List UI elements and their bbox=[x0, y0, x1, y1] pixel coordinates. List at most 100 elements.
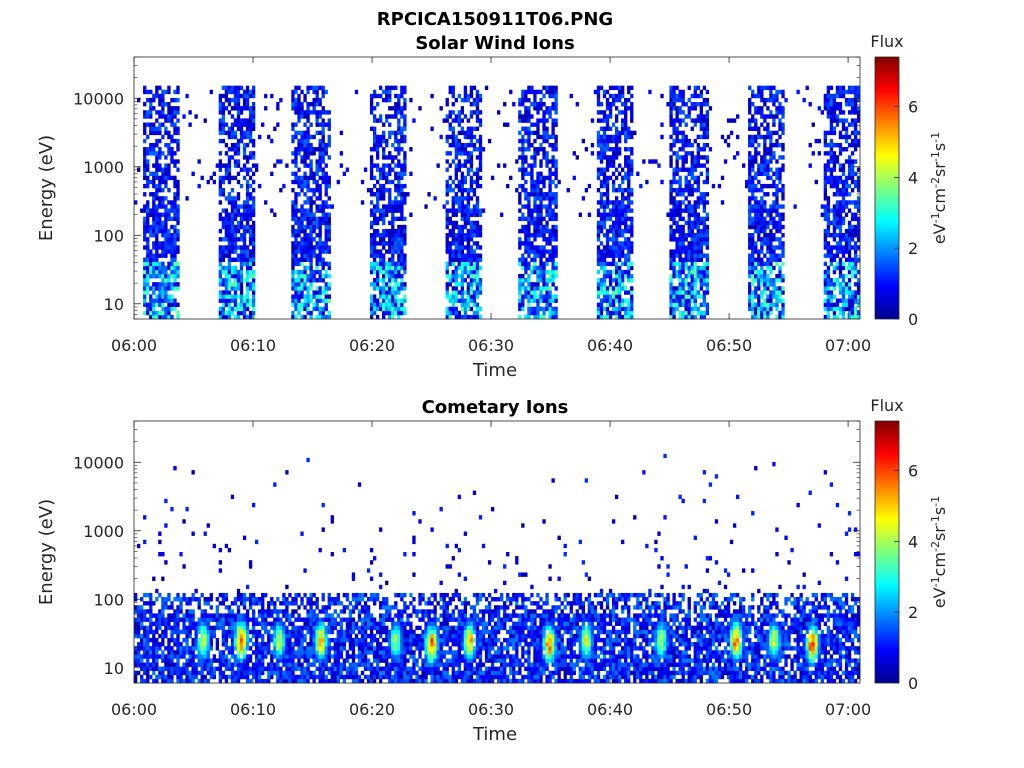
heatmap-cell bbox=[146, 286, 150, 291]
heatmap-cell bbox=[391, 290, 395, 295]
heatmap-cell bbox=[545, 290, 549, 295]
heatmap-cell bbox=[309, 224, 313, 230]
heatmap-cell bbox=[627, 175, 631, 181]
heatmap-cell bbox=[400, 126, 404, 131]
heatmap-cell bbox=[608, 253, 613, 258]
heatmap-cell bbox=[608, 273, 613, 279]
heatmap-cell bbox=[826, 114, 831, 119]
heatmap-cell bbox=[548, 278, 552, 283]
heatmap-cell bbox=[312, 89, 316, 95]
heatmap-cell bbox=[536, 269, 540, 275]
heatmap-cell bbox=[233, 282, 238, 287]
heatmap-cell bbox=[614, 212, 619, 217]
heatmap-cell bbox=[221, 290, 226, 295]
heatmap-cell bbox=[805, 85, 809, 91]
heatmap-cell bbox=[466, 167, 471, 172]
heatmap-cell bbox=[466, 237, 471, 242]
heatmap-cell bbox=[324, 188, 328, 193]
heatmap-cell bbox=[230, 294, 235, 299]
heatmap-cell bbox=[315, 163, 319, 168]
heatmap-cell bbox=[397, 151, 401, 156]
heatmap-cell bbox=[251, 208, 256, 213]
heatmap-cell bbox=[611, 298, 616, 303]
heatmap-cell bbox=[835, 224, 840, 230]
heatmap-cell bbox=[757, 106, 761, 111]
heatmap-cell bbox=[303, 200, 307, 205]
heatmap-cell bbox=[466, 216, 471, 222]
heatmap-cell bbox=[536, 253, 540, 258]
heatmap-cell bbox=[702, 282, 707, 287]
heatmap-cell bbox=[403, 298, 407, 303]
heatmap-cell bbox=[702, 196, 707, 201]
heatmap-cell bbox=[772, 171, 776, 177]
heatmap-cell bbox=[388, 261, 392, 267]
heatmap-cell bbox=[248, 122, 253, 127]
heatmap-cell bbox=[554, 314, 558, 320]
heatmap-cell bbox=[391, 245, 395, 250]
heatmap-cell bbox=[681, 286, 685, 291]
heatmap-cell bbox=[267, 134, 271, 140]
heatmap-cell bbox=[400, 200, 404, 205]
heatmap-cell bbox=[300, 208, 304, 213]
heatmap-cell bbox=[596, 233, 601, 238]
heatmap-cell bbox=[454, 212, 458, 217]
heatmap-cell bbox=[621, 245, 625, 250]
heatmap-cell bbox=[227, 89, 232, 95]
heatmap-cell bbox=[478, 147, 483, 152]
heatmap-cell bbox=[152, 261, 156, 267]
heatmap-cell bbox=[599, 228, 604, 234]
heatmap-cell bbox=[527, 278, 531, 283]
heatmap-cell bbox=[460, 294, 465, 299]
heatmap-cell bbox=[158, 310, 162, 316]
heatmap-cell bbox=[618, 257, 622, 262]
heatmap-cell bbox=[303, 142, 307, 148]
heatmap-cell bbox=[590, 118, 595, 123]
heatmap-cell bbox=[236, 192, 241, 197]
heatmap-cell bbox=[309, 151, 313, 156]
heatmap-cell bbox=[224, 89, 229, 95]
heatmap-cell bbox=[400, 138, 404, 144]
heatmap-cell bbox=[763, 200, 767, 205]
heatmap-cell bbox=[527, 130, 531, 136]
heatmap-cell bbox=[605, 97, 610, 103]
heatmap-cell bbox=[844, 302, 849, 308]
heatmap-cell bbox=[218, 130, 223, 136]
heatmap-cell bbox=[766, 171, 770, 177]
heatmap-cell bbox=[690, 155, 694, 160]
heatmap-cell bbox=[306, 85, 310, 91]
heatmap-cell bbox=[760, 265, 764, 271]
heatmap-cell bbox=[705, 89, 710, 95]
heatmap-cell bbox=[690, 273, 694, 279]
heatmap-cell bbox=[611, 134, 616, 140]
heatmap-cell bbox=[542, 138, 546, 144]
heatmap-cell bbox=[460, 282, 465, 287]
heatmap-cell bbox=[705, 126, 710, 131]
heatmap-cell bbox=[699, 114, 703, 119]
heatmap-cell bbox=[678, 208, 682, 213]
heatmap-cell bbox=[766, 224, 770, 230]
heatmap-cell bbox=[315, 114, 319, 119]
heatmap-cell bbox=[521, 142, 525, 148]
heatmap-cell bbox=[394, 245, 398, 250]
heatmap-cell bbox=[242, 200, 247, 205]
heatmap-cell bbox=[403, 257, 407, 262]
heatmap-cell bbox=[618, 228, 622, 234]
heatmap-cell bbox=[385, 138, 389, 144]
heatmap-cell bbox=[152, 97, 156, 103]
heatmap-cell bbox=[660, 93, 664, 99]
heatmap-cell bbox=[388, 188, 392, 193]
heatmap-cell bbox=[454, 196, 458, 201]
heatmap-cell bbox=[403, 114, 407, 119]
heatmap-cell bbox=[838, 208, 843, 213]
heatmap-cell bbox=[233, 163, 238, 168]
heatmap-cell bbox=[245, 134, 250, 140]
heatmap-cell bbox=[841, 147, 846, 152]
heatmap-cell bbox=[388, 294, 392, 299]
heatmap-cell bbox=[596, 167, 601, 172]
heatmap-cell bbox=[545, 269, 549, 275]
heatmap-cell bbox=[161, 204, 165, 209]
heatmap-cell bbox=[826, 110, 831, 115]
heatmap-cell bbox=[630, 163, 634, 168]
heatmap-cell bbox=[385, 269, 389, 275]
heatmap-cell bbox=[624, 102, 628, 107]
